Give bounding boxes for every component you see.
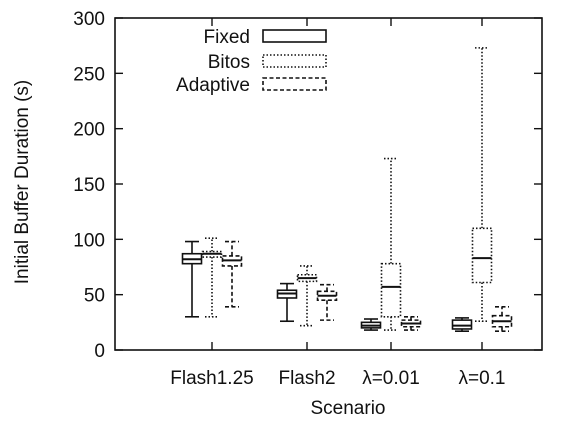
legend-label-bitos: Bitos <box>208 52 250 73</box>
x-axis-ticks: Flash1.25 Flash2 λ=0.01 λ=0.1 <box>170 18 506 389</box>
box-adaptive <box>400 315 422 331</box>
y-tick-label: 200 <box>73 120 105 141</box>
box-adaptive <box>221 240 243 308</box>
x-tick-label: Flash2 <box>278 368 335 389</box>
box-adaptive <box>316 283 338 321</box>
y-tick-label: 50 <box>84 286 105 307</box>
box-iqr <box>471 227 493 284</box>
legend-label-adaptive: Adaptive <box>176 75 250 96</box>
legend-swatch-adaptive <box>262 77 327 91</box>
box-bitos <box>380 157 402 331</box>
x-tick-label: λ=0.1 <box>458 368 505 389</box>
box-marks <box>181 47 513 332</box>
y-tick-label: 100 <box>73 230 105 251</box>
box-adaptive <box>491 306 513 332</box>
box-bitos <box>296 265 318 327</box>
box-iqr <box>380 262 402 318</box>
legend-label-fixed: Fixed <box>204 27 250 48</box>
box-iqr <box>451 319 473 330</box>
x-axis-title: Scenario <box>311 398 386 419</box>
x-tick-label: λ=0.01 <box>362 368 420 389</box>
y-tick-label: 250 <box>73 64 105 85</box>
box-fixed <box>276 282 298 323</box>
y-tick-label: 0 <box>94 341 105 362</box>
legend-swatch-bitos <box>262 54 327 68</box>
y-tick-label: 150 <box>73 175 105 196</box>
box-fixed <box>360 318 382 331</box>
box-fixed <box>181 240 203 318</box>
y-axis-title: Initial Buffer Duration (s) <box>12 80 33 285</box>
y-tick-label: 300 <box>73 9 105 30</box>
box-bitos <box>471 47 493 323</box>
x-tick-label: Flash1.25 <box>170 368 253 389</box>
box-bitos <box>201 237 223 318</box>
legend-swatch-fixed <box>262 29 327 43</box>
y-axis-ticks: 0 50 100 150 200 250 300 <box>73 9 542 362</box>
box-fixed <box>451 317 473 332</box>
